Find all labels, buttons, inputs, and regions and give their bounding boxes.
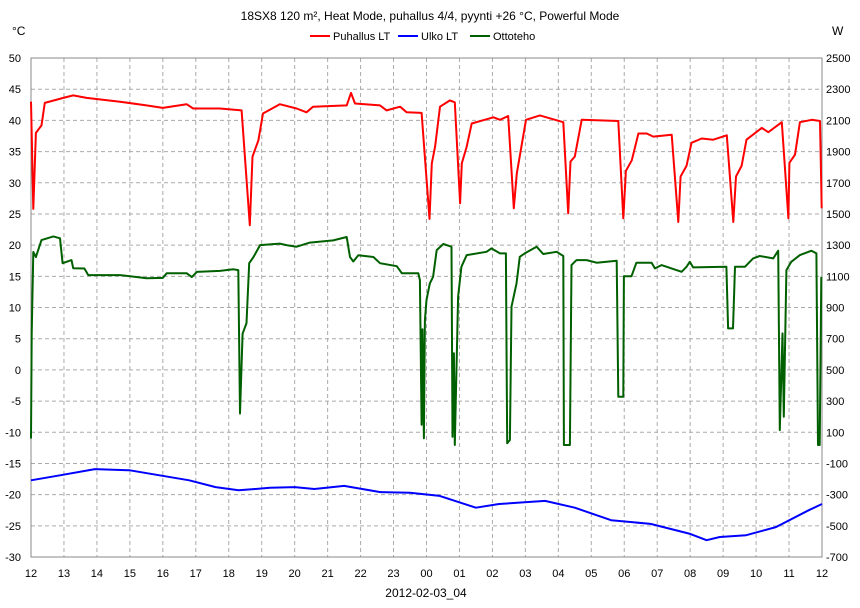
x-tick-label: 18 bbox=[223, 568, 235, 580]
x-tick-label: 23 bbox=[387, 568, 399, 580]
legend-label: Ulko LT bbox=[421, 31, 458, 43]
y-left-tick-label: -5 bbox=[11, 396, 21, 408]
legend-item: Puhallus LT bbox=[310, 31, 391, 43]
y-left-tick-label: 30 bbox=[9, 178, 21, 190]
y-left-tick-label: -10 bbox=[5, 427, 21, 439]
y-left-tick-label: 50 bbox=[9, 53, 21, 65]
series-line-puhallus-lt bbox=[30, 91, 823, 227]
y-left-tick-label: 45 bbox=[9, 84, 21, 96]
y-left-tick-label: 25 bbox=[9, 209, 21, 221]
x-tick-label: 01 bbox=[453, 568, 465, 580]
x-tick-label: 20 bbox=[289, 568, 301, 580]
x-tick-label: 14 bbox=[91, 568, 103, 580]
y-left-tick-label: 40 bbox=[9, 115, 21, 127]
x-tick-label: 12 bbox=[816, 568, 828, 580]
x-tick-label: 09 bbox=[717, 568, 729, 580]
x-tick-label: 07 bbox=[651, 568, 663, 580]
y-right-tick-label: 700 bbox=[826, 334, 844, 346]
y-right-tick-label: 100 bbox=[826, 427, 844, 439]
y-right-tick-label: 1900 bbox=[826, 147, 850, 159]
y-left-tick-label: 20 bbox=[9, 240, 21, 252]
y-left-tick-label: 15 bbox=[9, 271, 21, 283]
y-right-tick-label: 1100 bbox=[826, 271, 850, 283]
legend-item: Ottoteho bbox=[470, 31, 535, 43]
y-right-tick-label: -300 bbox=[826, 490, 848, 502]
chart-title: 18SX8 120 m², Heat Mode, puhallus 4/4, p… bbox=[241, 9, 620, 23]
y-right-tick-label: 500 bbox=[826, 365, 844, 377]
x-tick-label: 06 bbox=[618, 568, 630, 580]
series-group bbox=[30, 91, 823, 542]
x-tick-label: 04 bbox=[552, 568, 564, 580]
x-tick-label: 13 bbox=[58, 568, 70, 580]
y-right-tick-label: -100 bbox=[826, 458, 848, 470]
y-right-tick-label: 1300 bbox=[826, 240, 850, 252]
y-right-tick-label: 2500 bbox=[826, 53, 850, 65]
series-line-ulko-lt bbox=[30, 468, 823, 542]
y-right-tick-label: 2300 bbox=[826, 84, 850, 96]
y-left-tick-label: -15 bbox=[5, 458, 21, 470]
tick-labels: 12 13 14 15 16 17 18 19 20 21 22 23 00 01 02 03 04 05 06 07… bbox=[5, 53, 850, 580]
y-left-tick-label: 10 bbox=[9, 303, 21, 315]
x-tick-label: 05 bbox=[585, 568, 597, 580]
x-tick-label: 22 bbox=[354, 568, 366, 580]
legend: Puhallus LT Ulko LT Ottoteho bbox=[310, 31, 535, 43]
x-tick-label: 10 bbox=[750, 568, 762, 580]
x-axis-label: 2012-02-03_04 bbox=[385, 586, 467, 600]
legend-label: Ottoteho bbox=[493, 31, 535, 43]
x-tick-label: 17 bbox=[190, 568, 202, 580]
y-left-tick-label: 0 bbox=[15, 365, 21, 377]
y-left-tick-label: 5 bbox=[15, 334, 21, 346]
y-right-tick-label: 2100 bbox=[826, 115, 850, 127]
series-line-ottoteho bbox=[30, 235, 823, 446]
y-axis-label-right: W bbox=[832, 24, 844, 38]
x-tick-label: 03 bbox=[519, 568, 531, 580]
y-left-tick-label: -30 bbox=[5, 552, 21, 564]
x-tick-label: 19 bbox=[256, 568, 268, 580]
x-tick-label: 11 bbox=[783, 568, 794, 580]
y-left-tick-label: 35 bbox=[9, 147, 21, 159]
y-right-tick-label: 1700 bbox=[826, 178, 850, 190]
y-right-tick-label: -500 bbox=[826, 521, 848, 533]
y-left-tick-label: -25 bbox=[5, 521, 21, 533]
x-tick-label: 16 bbox=[157, 568, 169, 580]
y-right-tick-label: 300 bbox=[826, 396, 844, 408]
x-tick-label: 21 bbox=[322, 568, 334, 580]
x-tick-label: 08 bbox=[684, 568, 696, 580]
legend-label: Puhallus LT bbox=[333, 31, 391, 43]
y-right-tick-label: 1500 bbox=[826, 209, 850, 221]
x-tick-label: 02 bbox=[486, 568, 498, 580]
y-left-tick-label: -20 bbox=[5, 490, 21, 502]
x-tick-label: 00 bbox=[420, 568, 432, 580]
x-tick-label: 12 bbox=[25, 568, 37, 580]
legend-item: Ulko LT bbox=[398, 31, 458, 43]
y-right-tick-label: 900 bbox=[826, 303, 844, 315]
y-right-tick-label: -700 bbox=[826, 552, 848, 564]
x-tick-label: 15 bbox=[124, 568, 136, 580]
y-axis-label-left: °C bbox=[12, 24, 26, 38]
